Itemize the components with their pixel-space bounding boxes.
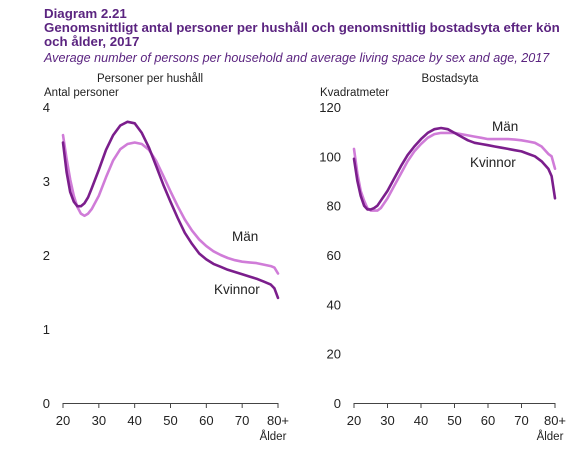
x-tick-label: 70 <box>514 413 528 428</box>
x-axis-label: Ålder <box>537 430 564 443</box>
x-tick-label: 50 <box>163 413 177 428</box>
x-tick-label: 30 <box>92 413 106 428</box>
panel-persons-per-household: Personer per hushåll Antal personer 0 1 2 3 4 2… <box>43 73 289 443</box>
y-tick-label: 1 <box>43 322 50 337</box>
x-tick-label: 80+ <box>267 413 289 428</box>
series-label-kvinnor: Kvinnor <box>214 282 260 297</box>
x-tick-label: 20 <box>56 413 70 428</box>
series-line-kvinnor <box>352 126 557 211</box>
y-axis-label: Antal personer <box>44 87 119 99</box>
x-tick-label: 70 <box>235 413 249 428</box>
panel-title: Personer per hushåll <box>97 73 203 85</box>
y-tick-label: 3 <box>43 174 50 189</box>
y-tick-label: 60 <box>327 248 341 263</box>
x-axis-label: Ålder <box>260 430 287 443</box>
x-tick-label: 20 <box>347 413 361 428</box>
series-label-man: Män <box>232 229 258 244</box>
x-tick-label: 30 <box>380 413 394 428</box>
x-tick-label: 60 <box>481 413 495 428</box>
series-label-kvinnor: Kvinnor <box>470 155 516 170</box>
x-tick-label: 50 <box>447 413 461 428</box>
series-line-kvinnor <box>61 120 280 300</box>
panel-title: Bostadsyta <box>422 73 479 85</box>
y-tick-label: 40 <box>327 297 341 312</box>
x-tick-label: 60 <box>199 413 213 428</box>
y-tick-label: 80 <box>327 199 341 214</box>
title-english: Average number of persons per household … <box>44 51 550 65</box>
x-tick-label: 80+ <box>544 413 566 428</box>
y-tick-label: 2 <box>43 248 50 263</box>
chart-header: Diagram 2.21 Genomsnittligt antal person… <box>44 7 574 66</box>
title-swedish: Genomsnittligt antal personer per hushål… <box>44 20 560 49</box>
x-tick-label: 40 <box>127 413 141 428</box>
series-label-man: Män <box>492 119 518 134</box>
panel-living-space: Bostadsyta Kvadratmeter 0 20 40 60 80 100 120 20 3… <box>319 73 566 443</box>
y-tick-label: 120 <box>319 100 341 115</box>
series-line-man <box>61 133 280 275</box>
diagram-number: Diagram 2.21 <box>44 6 127 21</box>
y-tick-label: 0 <box>334 396 341 411</box>
y-tick-label: 100 <box>319 149 341 164</box>
series-line-man <box>352 131 557 212</box>
y-tick-label: 4 <box>43 100 50 115</box>
y-axis-label: Kvadratmeter <box>320 87 389 99</box>
y-tick-label: 20 <box>327 347 341 362</box>
y-tick-label: 0 <box>43 396 50 411</box>
x-tick-label: 40 <box>414 413 428 428</box>
